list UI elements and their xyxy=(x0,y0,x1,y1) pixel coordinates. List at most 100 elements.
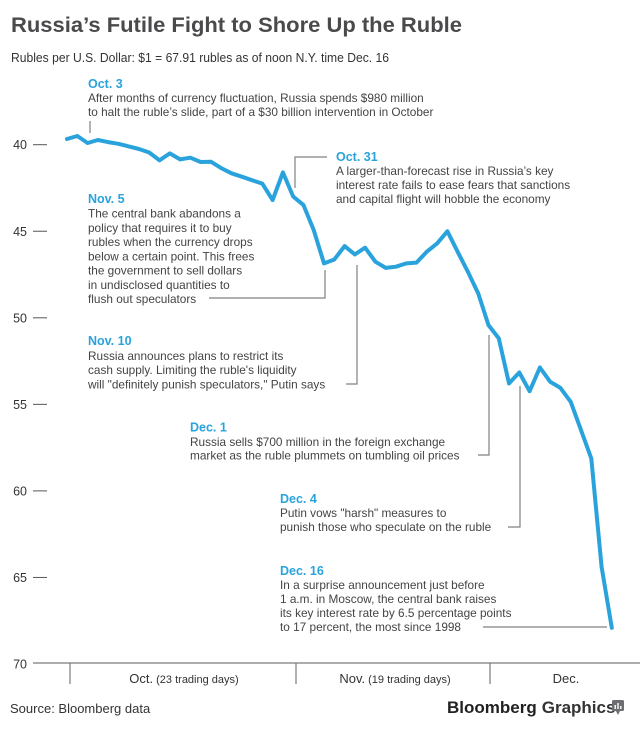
x-tick-label-oct: Oct. (23 trading days) xyxy=(129,671,238,686)
data-point xyxy=(414,260,419,265)
annotation-text: will "definitely punish speculators," Pu… xyxy=(87,378,325,392)
annotation-date: Oct. 3 xyxy=(88,77,123,91)
x-tick-label-nov: Nov. (19 trading days) xyxy=(339,671,450,686)
annotation-oct-31: Oct. 31 A larger-than-forecast rise in R… xyxy=(336,150,570,206)
annotation-text: After months of currency fluctuation, Ru… xyxy=(88,91,424,105)
series-ruble xyxy=(65,134,614,630)
brand-bold-text: Bloomberg xyxy=(447,698,537,717)
data-point xyxy=(466,270,470,274)
data-point xyxy=(445,229,450,234)
annotation-text: In a surprise announcement just before xyxy=(280,578,485,592)
annotation-nov-5: Nov. 5 The central bank abandons a polic… xyxy=(88,192,254,306)
data-point xyxy=(126,144,131,149)
annotation-dec-4: Dec. 4 Putin vows "harsh" measures to pu… xyxy=(280,492,492,534)
data-point xyxy=(435,241,439,246)
x-axis: Oct. (23 trading days) Nov. (19 trading da… xyxy=(33,662,640,686)
annotation-date: Nov. 10 xyxy=(88,334,132,348)
annotation-text: cash supply. Limiting the ruble's liquid… xyxy=(88,363,297,377)
data-point xyxy=(147,150,151,155)
data-point xyxy=(342,244,347,248)
annotation-text: the government to sell dollars xyxy=(88,264,242,278)
data-point xyxy=(188,155,193,160)
brand-bloomberg: Bloomberg Graphics xyxy=(447,698,615,717)
data-point xyxy=(85,141,90,145)
annotation-text: in undisclosed quantities to xyxy=(88,278,230,292)
bar-chart-icon xyxy=(612,700,624,715)
data-point xyxy=(240,174,244,179)
data-point xyxy=(425,249,429,254)
data-point xyxy=(209,159,213,164)
chart-title: Russia’s Futile Fight to Shore Up the Ru… xyxy=(11,14,462,37)
data-point xyxy=(178,157,182,162)
annotation-text: and capital flight will hobble the econo… xyxy=(336,192,551,206)
y-tick-label: 50 xyxy=(13,311,27,325)
annotation-text: 1 a.m. in Moscow, the central bank raise… xyxy=(280,592,496,606)
month-name: Dec. xyxy=(553,671,580,686)
month-note: (23 trading days) xyxy=(156,674,239,686)
annotation-text: Russia announces plans to restrict its xyxy=(88,349,283,363)
annotation-text: A larger-than-forecast rise in Russia’s … xyxy=(336,164,554,178)
data-point xyxy=(589,456,594,461)
data-point xyxy=(291,194,296,199)
annotation-date: Dec. 16 xyxy=(280,564,324,578)
annotation-text: to 17 percent, the most since 1998 xyxy=(280,620,461,634)
data-point xyxy=(486,323,491,327)
data-point xyxy=(394,264,398,269)
data-point xyxy=(250,178,254,182)
y-tick-label: 65 xyxy=(13,571,27,585)
data-point xyxy=(332,257,337,262)
y-axis: 40 45 50 55 60 65 70 xyxy=(13,138,47,672)
data-point xyxy=(260,181,265,186)
data-point xyxy=(75,134,80,138)
leader-nov-10 xyxy=(346,265,358,385)
series-line xyxy=(65,134,614,630)
x-tick-label-dec: Dec. xyxy=(553,671,580,686)
data-point xyxy=(137,147,141,151)
annotation-nov-10: Nov. 10 Russia announces plans to restri… xyxy=(87,334,325,392)
annotation-text: market as the ruble plummets on tumbling… xyxy=(190,449,460,463)
annotation-leaders xyxy=(89,121,607,628)
data-point xyxy=(476,291,481,296)
data-point xyxy=(558,386,563,390)
month-name: Oct. xyxy=(129,671,153,686)
annotation-text: below a certain point. This frees xyxy=(88,249,254,263)
data-point xyxy=(538,365,542,370)
data-point xyxy=(599,565,604,569)
data-point xyxy=(116,142,121,146)
data-point xyxy=(455,249,460,254)
data-point xyxy=(373,259,378,264)
y-tick-label: 45 xyxy=(13,225,27,239)
data-point xyxy=(270,198,275,202)
data-point xyxy=(301,203,306,207)
annotation-text: flush out speculators xyxy=(88,292,196,306)
annotation-date: Oct. 31 xyxy=(336,150,378,164)
data-point xyxy=(497,336,501,341)
data-point xyxy=(168,151,172,156)
data-point xyxy=(404,261,409,266)
data-point xyxy=(322,261,326,266)
data-point xyxy=(568,400,573,404)
y-tick-label: 55 xyxy=(13,398,27,412)
y-tick-label: 60 xyxy=(13,484,27,498)
annotation-text: interest rate fails to ease fears that s… xyxy=(336,178,570,192)
data-point xyxy=(610,626,614,630)
annotation-text: policy that requires it to buy xyxy=(88,221,232,235)
leader-oct-31 xyxy=(294,156,327,188)
source-note: Source: Bloomberg data xyxy=(10,701,151,716)
leader-nov-5 xyxy=(209,270,326,299)
data-point xyxy=(579,428,583,432)
leader-dec-1 xyxy=(478,335,490,456)
data-point xyxy=(96,138,100,142)
annotation-dec-16: Dec. 16 In a surprise announcement just … xyxy=(280,564,512,634)
annotation-text: punish those who speculate on the ruble xyxy=(280,520,492,534)
data-point xyxy=(548,380,552,384)
data-point xyxy=(527,389,532,394)
data-point xyxy=(229,171,234,176)
data-point xyxy=(157,158,162,163)
annotation-text: its key interest rate by 6.5 percentage … xyxy=(280,606,512,620)
data-point xyxy=(517,370,522,375)
month-name: Nov. xyxy=(339,671,365,686)
annotation-text: Russia sells $700 million in the foreign… xyxy=(190,435,446,449)
data-point xyxy=(198,160,203,164)
